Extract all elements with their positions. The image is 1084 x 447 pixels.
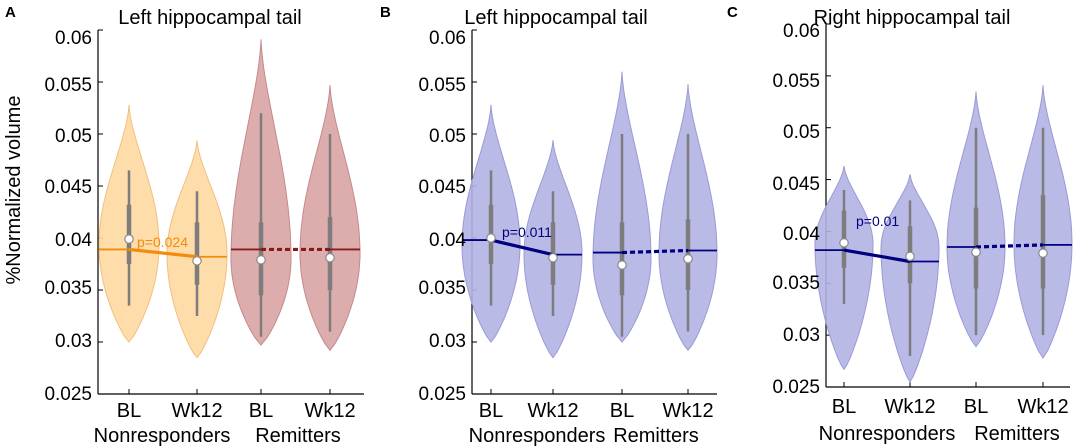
median-marker [192, 256, 202, 266]
y-tick-label: 0.04 [429, 230, 466, 251]
panel-b-title: Left hippocampal tail [464, 7, 647, 29]
chart-marks [97, 23, 1073, 395]
x-tick-label: BL [610, 400, 634, 422]
x-tick-label: Wk12 [527, 400, 578, 422]
x-tick-label: Wk12 [1017, 396, 1068, 418]
nonresponders-trend-line [490, 238, 554, 257]
group-label: Nonresponders [469, 425, 606, 447]
median-marker [617, 260, 627, 270]
y-tick-label: 0.03 [55, 331, 92, 352]
y-tick-label: 0.04 [55, 230, 92, 251]
panel-c-y-tick-labels: 0.025 0.03 0.035 0.04 0.045 0.05 0.055 0… [772, 21, 820, 398]
median-marker [548, 252, 558, 263]
x-tick-label: BL [117, 400, 141, 422]
panel-b: B Left hippocampal tail 0.025 0.03 0.035… [380, 4, 714, 447]
y-tick-label: 0.055 [772, 71, 820, 92]
panel-a-title: Left hippocampal tail [118, 7, 301, 29]
panel-a-letter: A [5, 4, 16, 21]
y-tick-label: 0.06 [55, 28, 92, 49]
p-value-annotation: p=0.01 [856, 213, 899, 229]
x-tick-label: Wk12 [304, 400, 355, 422]
remitters-trend-line [975, 243, 1044, 249]
y-tick-label: 0.045 [418, 177, 466, 198]
nonresponders-trend-line [128, 247, 198, 259]
median-marker [683, 253, 693, 264]
y-tick-label: 0.06 [429, 28, 466, 49]
median-marker [124, 234, 134, 244]
median-marker [839, 238, 849, 248]
x-tick-label: Wk12 [662, 400, 713, 422]
y-tick-label: 0.035 [772, 273, 820, 294]
median-marker [256, 255, 266, 265]
panel-c-title: Right hippocampal tail [814, 7, 1011, 29]
y-tick-label: 0.055 [44, 75, 92, 96]
group-label: Nonresponders [819, 423, 956, 445]
y-tick-label: 0.03 [429, 331, 466, 352]
y-axis-label: %Normalized volume [3, 96, 25, 285]
y-tick-label: 0.045 [44, 177, 92, 198]
median-marker [1038, 248, 1048, 259]
panel-c: C Right hippocampal tail 0.025 0.03 0.03… [727, 4, 1069, 445]
group-label: Remitters [255, 425, 341, 447]
panel-a-y-tick-labels: 0.025 0.03 0.035 0.04 0.045 0.05 0.055 0… [44, 28, 92, 405]
nonresponders-trend-line [843, 248, 911, 264]
group-label: Remitters [974, 423, 1060, 445]
x-tick-label: BL [249, 400, 273, 422]
x-tick-label: BL [479, 400, 503, 422]
group-label: Nonresponders [94, 425, 231, 447]
median-marker [325, 252, 335, 263]
group-label: Remitters [613, 425, 699, 447]
x-tick-label: BL [964, 396, 988, 418]
y-tick-label: 0.025 [772, 377, 820, 398]
y-tick-label: 0.03 [783, 325, 820, 346]
x-tick-label: BL [832, 396, 856, 418]
y-tick-label: 0.035 [418, 278, 466, 299]
p-value-annotation: p=0.024 [137, 234, 188, 250]
median-marker [971, 247, 981, 257]
panel-c-letter: C [727, 4, 738, 21]
panel-a: A Left hippocampal tail 0.025 0.03 0.035… [5, 4, 356, 447]
y-tick-label: 0.06 [783, 21, 820, 42]
panel-b-letter: B [380, 4, 391, 21]
x-tick-label: Wk12 [884, 396, 935, 418]
y-tick-label: 0.05 [429, 126, 466, 147]
y-tick-label: 0.04 [783, 224, 820, 245]
median-marker [905, 251, 915, 262]
remitters-trend-line [621, 248, 689, 255]
x-tick-label: Wk12 [171, 400, 222, 422]
y-tick-label: 0.045 [772, 174, 820, 195]
median-marker [486, 233, 496, 243]
y-tick-label: 0.035 [44, 278, 92, 299]
y-tick-label: 0.025 [418, 384, 466, 405]
p-value-annotation: p=0.011 [502, 224, 552, 240]
y-tick-label: 0.05 [55, 126, 92, 147]
y-tick-label: 0.055 [418, 75, 466, 96]
panel-b-y-tick-labels: 0.025 0.03 0.035 0.04 0.045 0.05 0.055 0… [418, 28, 466, 405]
y-tick-label: 0.05 [783, 122, 820, 143]
y-tick-label: 0.025 [44, 384, 92, 405]
